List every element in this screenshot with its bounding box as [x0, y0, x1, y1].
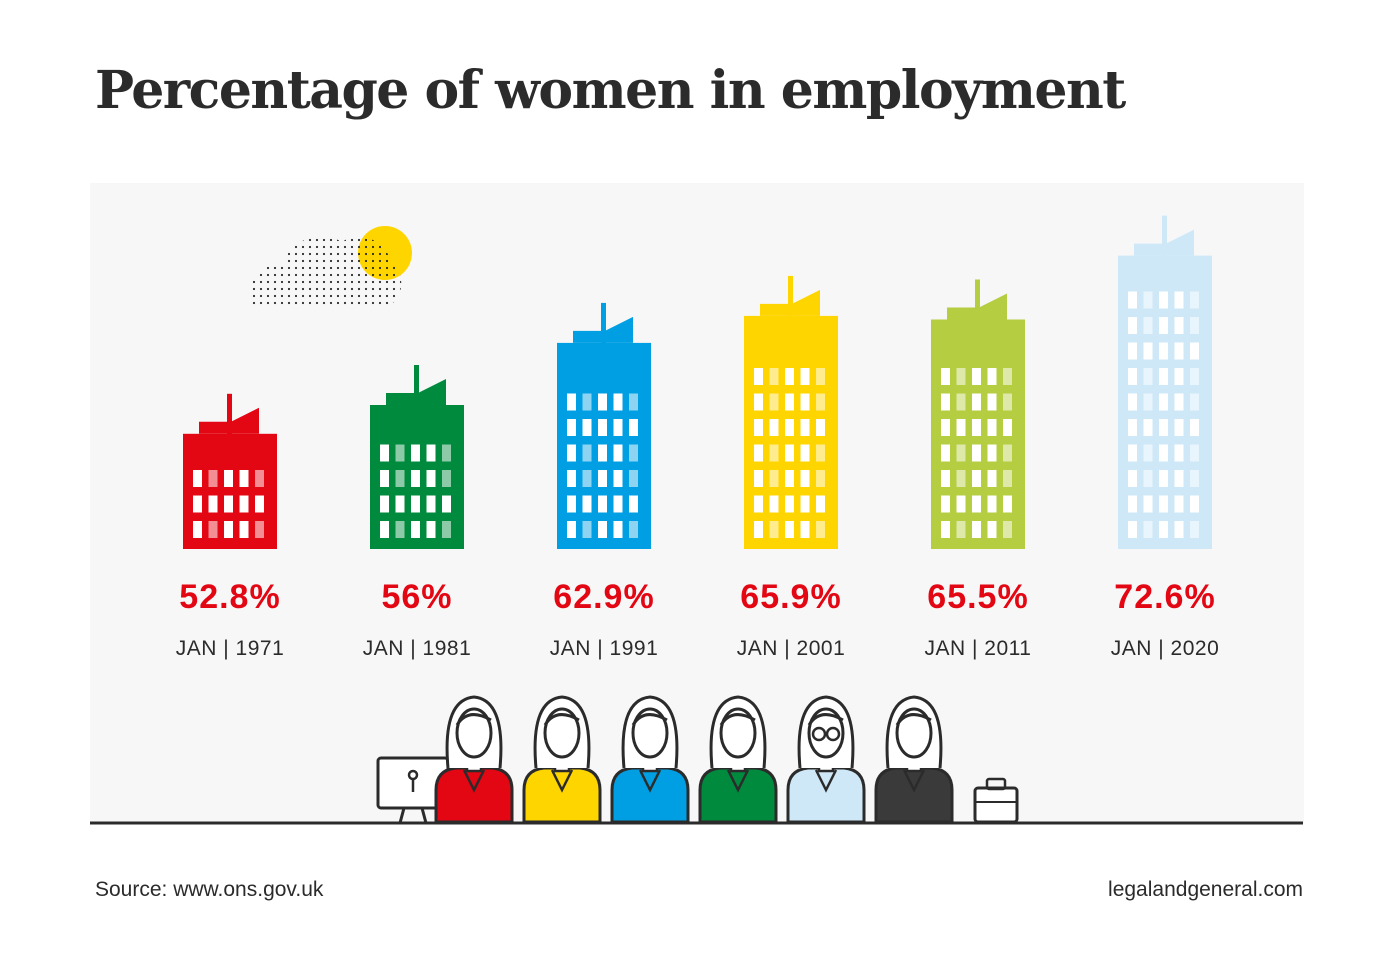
- woman-icon-5: [786, 695, 866, 824]
- bar-building-5: [931, 279, 1025, 549]
- woman-icon-3: [610, 695, 690, 824]
- category-label-2: JAN | 1981: [363, 637, 472, 660]
- value-label-1: 52.8%: [179, 578, 280, 616]
- value-label-4: 65.9%: [740, 578, 841, 616]
- people-icons: [376, 695, 1019, 824]
- category-label-4: JAN | 2001: [737, 637, 846, 660]
- category-label-1: JAN | 1971: [176, 637, 285, 660]
- value-label-2: 56%: [381, 578, 452, 616]
- woman-icon-2: [522, 695, 602, 824]
- category-labels: JAN | 1971 JAN | 1981 JAN | 1991 JAN | 2001…: [176, 637, 1220, 660]
- chart-title: Percentage of women in employment: [95, 60, 1126, 121]
- source-note: Source: www.ons.gov.uk: [95, 878, 324, 901]
- woman-icon-4: [698, 695, 778, 824]
- bar-building-4: [744, 275, 838, 549]
- bar-building-2: [370, 365, 464, 549]
- category-label-3: JAN | 1991: [550, 637, 659, 660]
- value-label-5: 65.5%: [927, 578, 1028, 616]
- bar-building-3: [557, 302, 651, 549]
- woman-icon-1: [434, 695, 514, 824]
- monitor-icon: [376, 756, 450, 824]
- briefcase-icon: [973, 777, 1019, 824]
- value-labels: 52.8% 56% 62.9% 65.9% 65.5% 72.6%: [179, 578, 1215, 616]
- bar-building-1: [183, 393, 277, 549]
- bar-building-6: [1118, 215, 1212, 549]
- bar-marks: [183, 215, 1212, 549]
- category-label-5: JAN | 2011: [925, 637, 1032, 660]
- women-illustration: [376, 695, 1019, 824]
- site-link[interactable]: legalandgeneral.com: [1108, 878, 1303, 901]
- woman-icon-6: [874, 695, 954, 824]
- sun-and-cloud-illustration: [248, 226, 412, 305]
- value-label-6: 72.6%: [1114, 578, 1215, 616]
- category-label-6: JAN | 2020: [1111, 637, 1220, 660]
- value-label-3: 62.9%: [553, 578, 654, 616]
